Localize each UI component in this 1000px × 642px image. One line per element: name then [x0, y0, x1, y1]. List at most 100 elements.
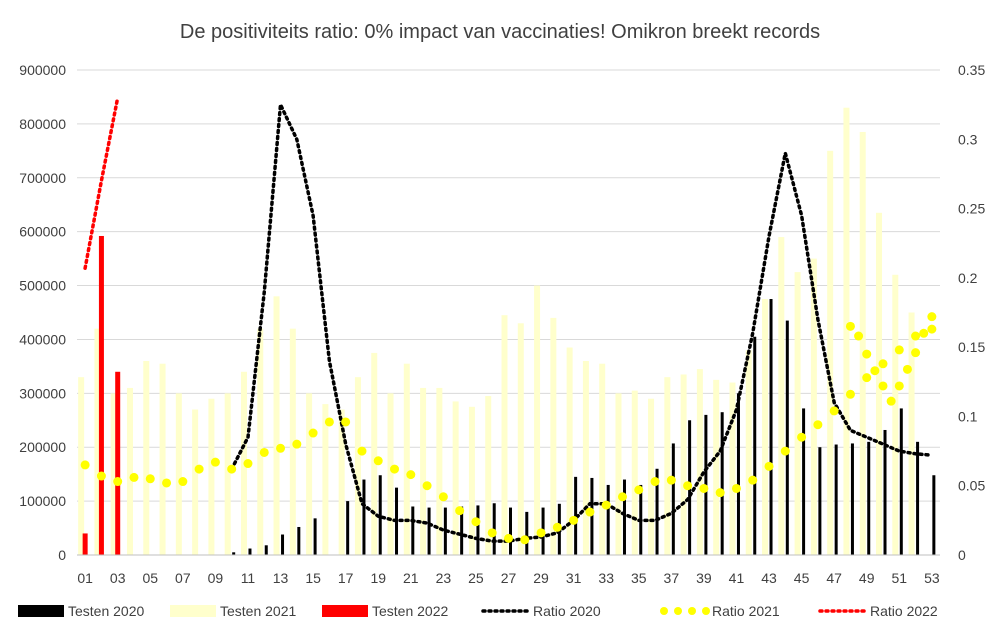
bar: [273, 296, 280, 555]
ratio-2021-point: [797, 432, 807, 442]
bar: [452, 401, 459, 555]
x-tick-label: 49: [859, 570, 875, 586]
bar: [281, 534, 285, 555]
ratio-2021-point: [666, 475, 676, 485]
bar: [810, 258, 817, 555]
bar: [566, 347, 573, 555]
bar: [664, 377, 671, 555]
bar: [517, 323, 524, 555]
ratio-2021-point: [894, 381, 904, 391]
ratio-2021-point: [878, 381, 888, 391]
bar: [622, 479, 626, 555]
bar: [485, 396, 492, 555]
ratio-2021-point: [276, 443, 286, 453]
bar: [671, 443, 675, 555]
y-right-tick-label: 0: [958, 547, 966, 563]
ratio-2021-point: [455, 506, 465, 516]
legend-label: Testen 2021: [220, 603, 296, 619]
bar: [794, 272, 801, 555]
x-tick-label: 37: [664, 570, 680, 586]
ratio-2021-point: [487, 528, 497, 538]
ratio-2021-point: [731, 483, 741, 493]
y-right-tick-label: 0.05: [958, 478, 985, 494]
legend: Testen 2020 Testen 2021 Testen 2022 Ratio 2…: [18, 603, 938, 619]
bar: [354, 377, 361, 555]
bar: [762, 299, 769, 555]
bar: [387, 393, 394, 555]
bar: [208, 398, 215, 555]
ratio-2021-point: [650, 477, 660, 487]
ratio-2021-point: [438, 492, 448, 502]
ratio-2021-point: [536, 528, 546, 538]
y-left-tick-label: 500000: [19, 278, 66, 294]
ratio-2021-point: [520, 535, 530, 545]
bar: [908, 312, 915, 555]
ratio-2021-point: [748, 475, 758, 485]
ratio-2021-point: [894, 345, 904, 355]
ratio-2021-point: [406, 470, 416, 480]
y-left-tick-label: 900000: [19, 62, 66, 78]
bar: [696, 369, 703, 555]
bar: [159, 363, 166, 555]
y-left-tick-label: 400000: [19, 331, 66, 347]
ratio-2021-point: [129, 472, 139, 482]
x-tick-label: 01: [77, 570, 93, 586]
x-tick-label: 19: [370, 570, 386, 586]
ratio-2021-point: [845, 321, 855, 331]
legend-label: Testen 2020: [68, 603, 144, 619]
x-tick-label: 23: [436, 570, 452, 586]
y-left-tick-label: 800000: [19, 116, 66, 132]
ratio-2021-point: [324, 417, 334, 427]
ratio-2021-point: [210, 457, 220, 467]
x-tick-label: 33: [598, 570, 614, 586]
legend-label: Ratio 2021: [712, 603, 780, 619]
bar: [257, 328, 264, 555]
x-tick-label: 41: [729, 570, 745, 586]
x-tick-label: 35: [631, 570, 647, 586]
ratio-2021-point: [292, 439, 302, 449]
bar: [785, 320, 789, 555]
bar: [606, 484, 610, 555]
legend-swatch-dot: [674, 607, 682, 615]
bar: [371, 352, 378, 555]
grid: [77, 69, 940, 556]
y-right-tick-label: 0.35: [958, 62, 985, 78]
x-tick-label: 07: [175, 570, 191, 586]
bar: [534, 285, 541, 555]
bar: [916, 441, 920, 555]
ratio-2021-point: [145, 474, 155, 484]
ratio-2021-point: [113, 477, 123, 487]
bar: [224, 393, 231, 555]
bar: [378, 475, 382, 555]
bar: [631, 390, 638, 555]
y-left-tick-label: 100000: [19, 493, 66, 509]
bar: [322, 404, 329, 555]
y-axis-right: 0 0.05 0.1 0.15 0.2 0.25 0.3 0.35: [958, 62, 985, 563]
bar: [899, 408, 903, 555]
bar: [297, 526, 301, 555]
bar: [98, 235, 104, 555]
bar: [932, 475, 936, 555]
ratio-2021-point: [919, 328, 929, 338]
bar: [115, 371, 121, 555]
bar: [590, 477, 594, 555]
bar: [460, 506, 464, 555]
bar: [745, 350, 752, 555]
legend-swatch: [170, 605, 216, 617]
bar: [818, 447, 822, 555]
bar: [550, 317, 557, 555]
ratio-2021-point: [886, 396, 896, 406]
lines: [80, 95, 937, 545]
bar: [306, 393, 313, 555]
ratio-2021-point: [829, 406, 839, 416]
y-right-tick-label: 0.1: [958, 408, 978, 424]
ratio-2021-point: [911, 348, 921, 358]
bar: [192, 409, 199, 555]
bar: [403, 363, 410, 555]
bar: [827, 150, 834, 556]
bar: [110, 393, 117, 555]
bar: [248, 548, 252, 555]
ratio-2021-point: [813, 420, 823, 430]
ratio-2021-point: [878, 359, 888, 369]
ratio-2021-point: [243, 459, 253, 469]
